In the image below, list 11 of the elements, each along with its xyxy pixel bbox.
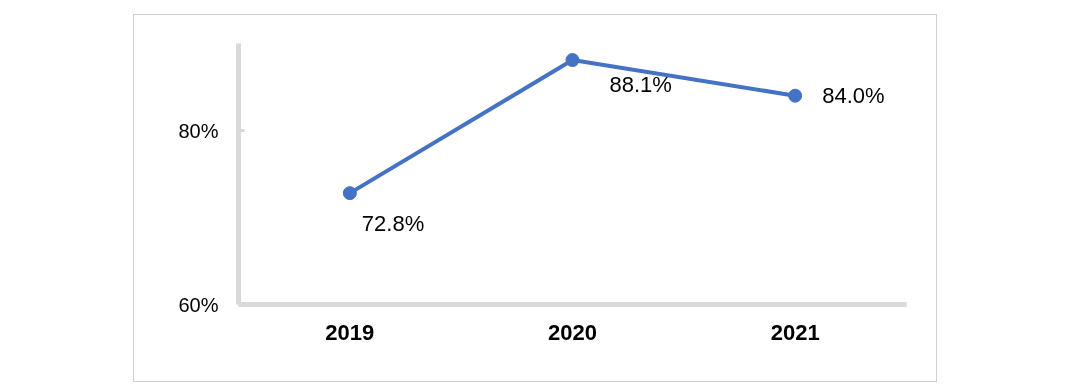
x-tick-label: 2019: [325, 319, 375, 345]
point: [565, 53, 580, 68]
x-tick-label: 2021: [770, 319, 820, 345]
data-label: 72.8%: [361, 210, 425, 236]
data-label: 84.0%: [822, 83, 885, 109]
x-tick-label: 2020: [548, 319, 597, 345]
point: [788, 88, 803, 103]
y-tick-label: 80%: [178, 119, 219, 142]
point: [342, 186, 357, 201]
data-label: 88.1%: [609, 71, 672, 97]
y-tick-label: 60%: [178, 293, 219, 316]
